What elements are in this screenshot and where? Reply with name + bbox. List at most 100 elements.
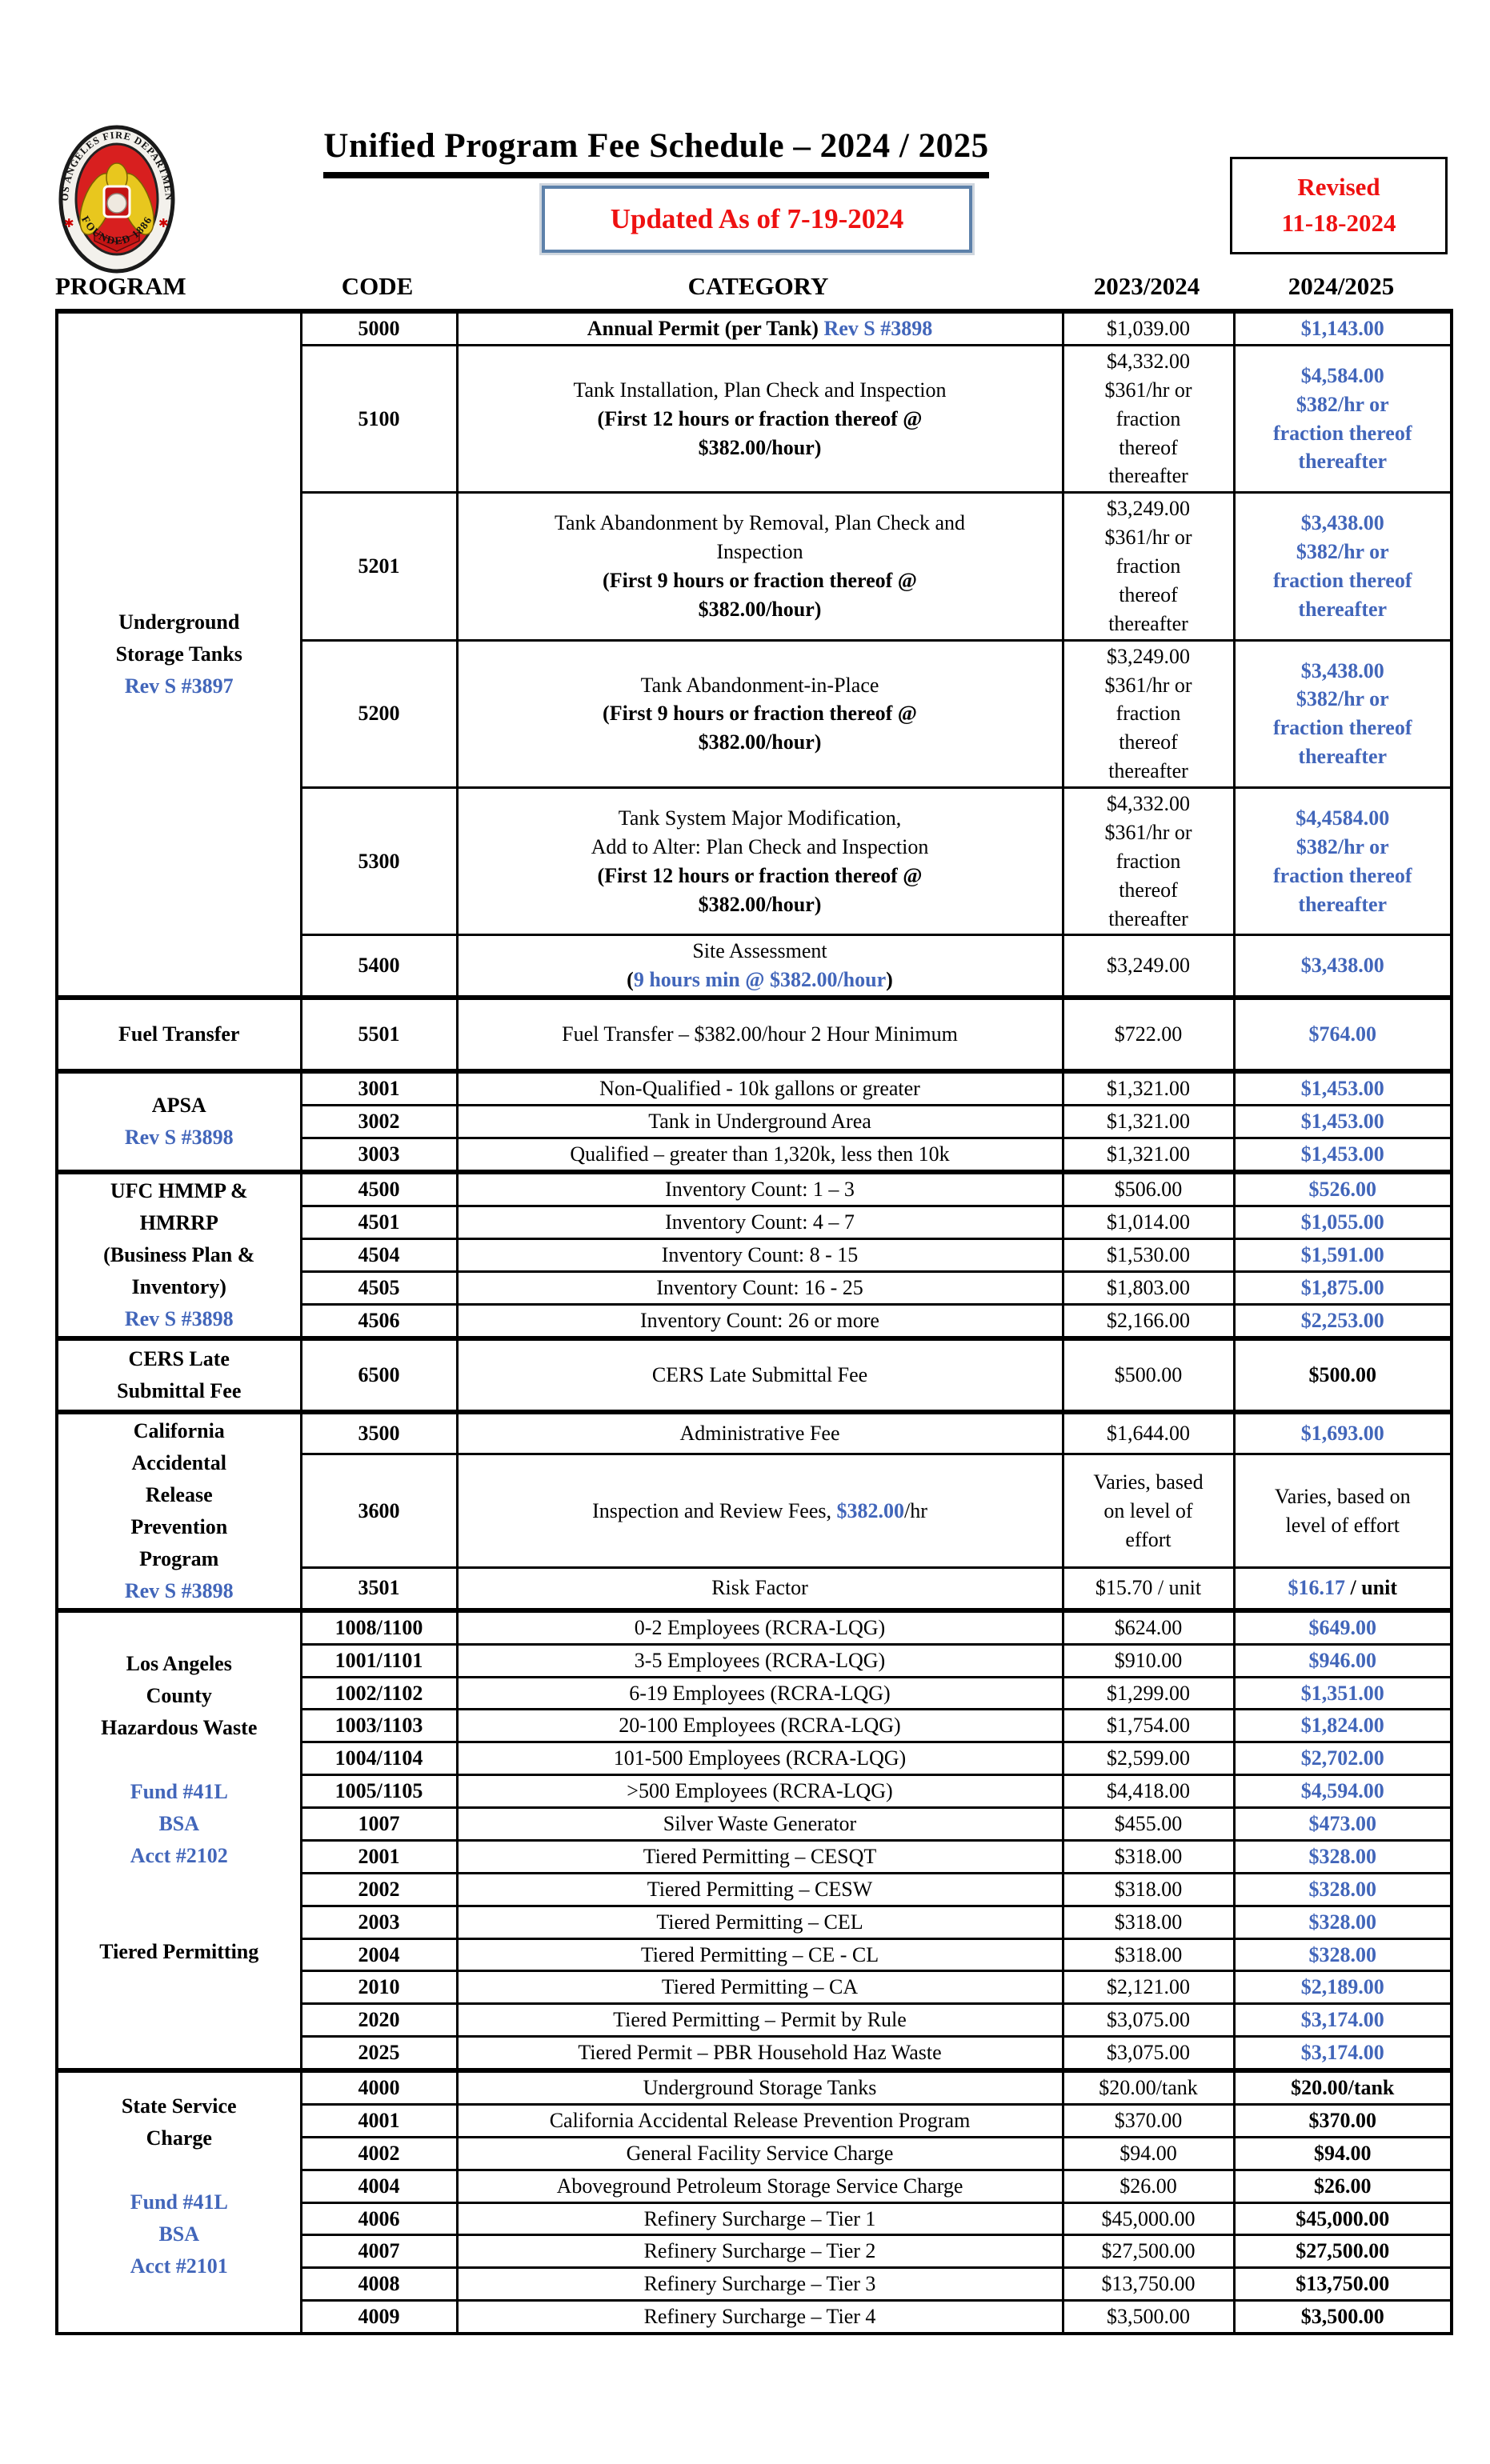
category-cell: Qualified – greater than 1,320k, less th… (455, 1136, 1064, 1174)
fee-row-2001: 2001 Tiered Permitting – CESQT $318.00 $328… (57, 1838, 1453, 1874)
code-cell: 4004 (299, 2168, 459, 2204)
code-cell: 1004/1104 (299, 1741, 459, 1777)
fee-row-5100: 5100 Tank Installation, Plan Check and In… (57, 343, 1453, 494)
code-cell: 5201 (299, 491, 459, 642)
code-cell: 2025 (299, 2035, 459, 2072)
fee-2023-cell: $3,249.00 $361/hr or fraction thereof therea… (1061, 491, 1236, 642)
fee-row-1007: 1007 Silver Waste Generator $455.00 $473.00 (57, 1806, 1453, 1842)
program-cell: UFC HMMP & HMRRP (Business Plan & Inventory… (55, 1169, 302, 1340)
fee-row-2010: 2010 Tiered Permitting – CA $2,121.00 $2,18… (57, 1970, 1453, 2006)
fee-2024-cell: $20.00/tank (1232, 2067, 1453, 2106)
column-headers: PROGRAM CODE CATEGORY 2023/2024 2024/202… (55, 272, 1450, 301)
fee-2023-cell: $370.00 (1061, 2102, 1236, 2138)
program-cell: CERS Late Submittal Fee (55, 1335, 302, 1414)
code-cell: 4009 (299, 2299, 459, 2335)
fee-2024-cell: $649.00 (1232, 1607, 1453, 1646)
category-cell: Underground Storage Tanks (455, 2067, 1064, 2106)
fee-2023-cell: $1,321.00 (1061, 1136, 1236, 1174)
code-cell: 5100 (299, 343, 459, 494)
fee-row-5300: 5300 Tank System Major Modification, Add t… (57, 786, 1453, 937)
code-cell: 4006 (299, 2201, 459, 2237)
code-cell: 6500 (299, 1335, 459, 1414)
fee-row-4008: 4008 Refinery Surcharge – Tier 3 $13,750.0… (57, 2266, 1453, 2302)
fee-2024-cell: $1,693.00 (1232, 1409, 1453, 1456)
category-cell: Risk Factor (455, 1566, 1064, 1612)
category-cell: Refinery Surcharge – Tier 2 (455, 2234, 1064, 2270)
code-cell: 4008 (299, 2266, 459, 2302)
fee-2023-cell: $4,332.00 $361/hr or fraction thereof therea… (1061, 343, 1236, 494)
fee-2024-cell: $328.00 (1232, 1937, 1453, 1973)
code-cell: 3001 (299, 1069, 459, 1107)
fee-row-3500: California Accidental Release Prevention Pro… (55, 1409, 1453, 1612)
fee-2023-cell: $2,166.00 (1061, 1302, 1236, 1340)
seal-star-right: ✱ (158, 218, 169, 230)
code-cell: 1002/1102 (299, 1675, 459, 1711)
fee-row-6500: CERS Late Submittal Fee 6500 CERS Late Subm… (55, 1335, 1453, 1414)
fee-2024-cell: $2,702.00 (1232, 1741, 1453, 1777)
category-cell: Inventory Count: 26 or more (455, 1302, 1064, 1340)
fee-2024-cell: $26.00 (1232, 2168, 1453, 2204)
category-cell: CERS Late Submittal Fee (455, 1335, 1064, 1414)
fee-2023-cell: $1,321.00 (1061, 1069, 1236, 1107)
fee-row-3002: 3002 Tank in Underground Area $1,321.00 $1,… (57, 1104, 1453, 1139)
lafd-seal-graphic: LOS ANGELES FIRE DEPARTMENT FOUNDED 1886… (54, 116, 175, 274)
fee-2024-cell: $500.00 (1232, 1335, 1453, 1414)
updated-box: Updated As of 7-19-2024 (542, 186, 972, 253)
category-cell: Tank Installation, Plan Check and Inspec… (455, 343, 1064, 494)
fee-2023-cell: $4,332.00 $361/hr or fraction thereof therea… (1061, 786, 1236, 937)
fee-2023-cell: $1,014.00 (1061, 1204, 1236, 1240)
fee-2023-cell: $455.00 (1061, 1806, 1236, 1842)
fee-2024-cell: $3,438.00 (1232, 934, 1453, 999)
category-cell: Tank Abandonment by Removal, Plan Check … (455, 491, 1064, 642)
fee-2024-cell: $3,438.00 $382/hr or fraction thereof there… (1232, 491, 1453, 642)
col-header-2023-2024: 2023/2024 (1093, 272, 1200, 300)
code-cell: 4504 (299, 1237, 459, 1273)
fee-2023-cell: $910.00 (1061, 1642, 1236, 1678)
col-header-program: PROGRAM (55, 272, 186, 300)
fee-2024-cell: Varies, based on level of effort (1232, 1453, 1453, 1569)
code-cell: 5400 (299, 934, 459, 999)
category-cell: Annual Permit (per Tank) Rev S #3898 (455, 308, 1064, 346)
fee-2023-cell: $1,754.00 (1061, 1708, 1236, 1744)
fee-2023-cell: $1,321.00 (1061, 1104, 1236, 1139)
code-cell: 1007 (299, 1806, 459, 1842)
category-cell: Administrative Fee (455, 1409, 1064, 1456)
category-cell: 101-500 Employees (RCRA-LQG) (455, 1741, 1064, 1777)
category-cell: Site Assessment (9 hours min @ $382.00/ho… (455, 934, 1064, 999)
fee-2024-cell: $328.00 (1232, 1838, 1453, 1874)
seal-star-left: ✱ (64, 218, 74, 230)
fee-2024-cell: $94.00 (1232, 2135, 1453, 2171)
revised-date: 11-18-2024 (1281, 209, 1396, 237)
fee-2024-cell: $16.17 / unit (1232, 1566, 1453, 1612)
category-cell: 0-2 Employees (RCRA-LQG) (455, 1607, 1064, 1646)
category-cell: 3-5 Employees (RCRA-LQG) (455, 1642, 1064, 1678)
fee-2023-cell: $500.00 (1061, 1335, 1236, 1414)
code-cell: 4500 (299, 1169, 459, 1207)
category-cell: Tank in Underground Area (455, 1104, 1064, 1139)
code-cell: 2002 (299, 1871, 459, 1907)
code-cell: 3600 (299, 1453, 459, 1569)
code-cell: 1008/1100 (299, 1607, 459, 1646)
code-cell: 2001 (299, 1838, 459, 1874)
category-cell: Tiered Permitting – CESW (455, 1871, 1064, 1907)
category-cell: Inventory Count: 16 - 25 (455, 1270, 1064, 1306)
fee-2023-cell: $27,500.00 (1061, 2234, 1236, 2270)
fee-row-4006: 4006 Refinery Surcharge – Tier 1 $45,000.0… (57, 2201, 1453, 2237)
code-cell: 4506 (299, 1302, 459, 1340)
fee-row-1001-1101: 1001/1101 3-5 Employees (RCRA-LQG) $910.00… (57, 1642, 1453, 1678)
code-cell: 1001/1101 (299, 1642, 459, 1678)
program-cell: State Service Charge Fund #41L BSA Acct #210… (55, 2068, 302, 2335)
code-cell: 4007 (299, 2234, 459, 2270)
category-cell: Inventory Count: 4 – 7 (455, 1204, 1064, 1240)
fee-2023-cell: $318.00 (1061, 1871, 1236, 1907)
fee-2023-cell: $2,121.00 (1061, 1970, 1236, 2006)
fee-2023-cell: $1,644.00 (1061, 1409, 1236, 1456)
category-cell: Refinery Surcharge – Tier 4 (455, 2299, 1064, 2335)
fee-2024-cell: $3,174.00 (1232, 2002, 1453, 2038)
page-title: Unified Program Fee Schedule – 2024 / 20… (323, 126, 989, 178)
fee-row-2002: 2002 Tiered Permitting – CESW $318.00 $328.… (57, 1871, 1453, 1907)
fee-2024-cell: $2,253.00 (1232, 1302, 1453, 1340)
fee-2023-cell: $1,803.00 (1061, 1270, 1236, 1306)
fee-2023-cell: $15.70 / unit (1061, 1566, 1236, 1612)
code-cell: 2020 (299, 2002, 459, 2038)
